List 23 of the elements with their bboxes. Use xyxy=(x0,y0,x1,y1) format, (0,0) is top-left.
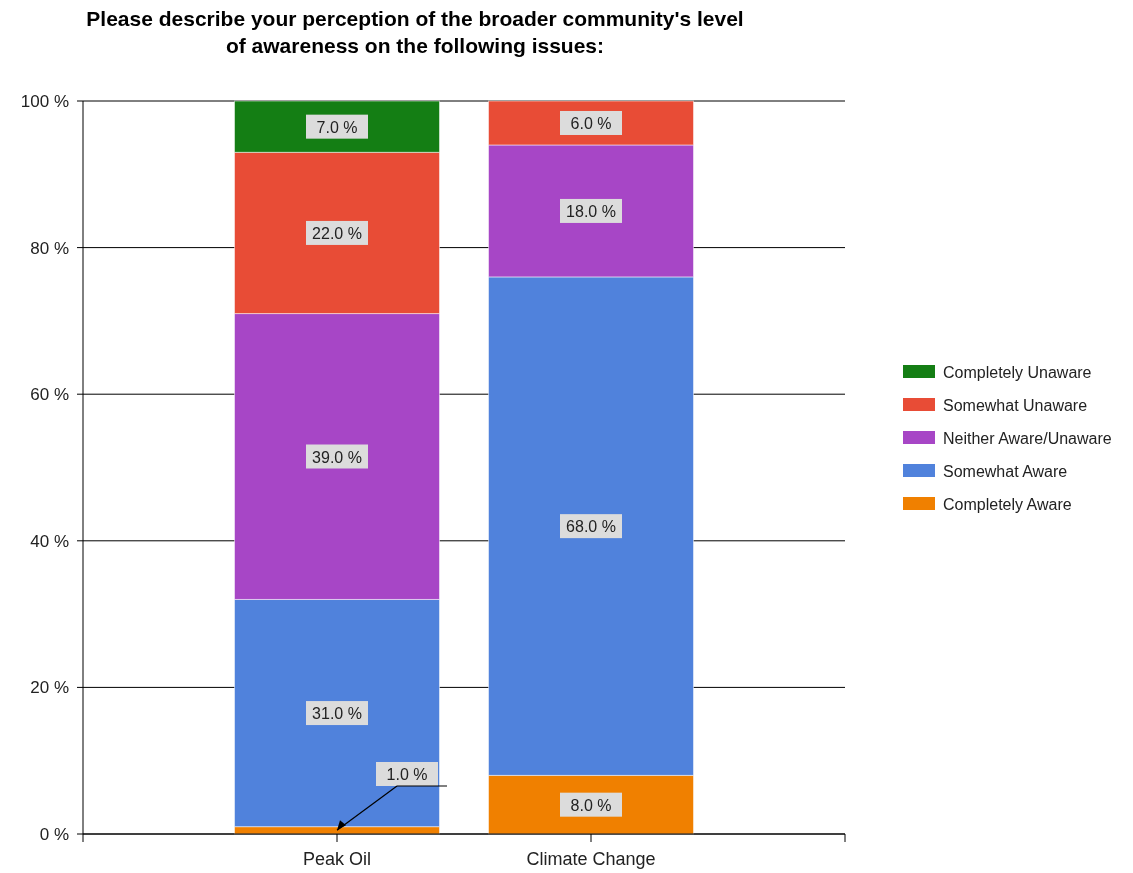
data-label: 18.0 % xyxy=(566,202,616,220)
data-label: 39.0 % xyxy=(312,448,362,466)
data-label: 1.0 % xyxy=(386,766,428,783)
y-tick-label: 60 % xyxy=(30,385,69,405)
y-tick-label: 20 % xyxy=(30,678,69,698)
legend-label: Completely Aware xyxy=(943,496,1072,513)
legend-label: Somewhat Aware xyxy=(943,463,1068,480)
data-label: 31.0 % xyxy=(312,705,362,723)
data-label: 68.0 % xyxy=(566,518,616,536)
data-label: 7.0 % xyxy=(316,118,358,136)
data-label: 22.0 % xyxy=(312,224,362,242)
legend-label: Neither Aware/Unaware xyxy=(943,430,1112,447)
y-tick-label: 80 % xyxy=(30,238,69,258)
legend-label: Somewhat Unaware xyxy=(943,397,1088,414)
chart-title: Please describe your perception of the broader community's level of awareness on the following issues: xyxy=(86,7,744,57)
legend-label: Completely Unaware xyxy=(943,364,1092,381)
x-tick-label: Climate Change xyxy=(526,849,656,869)
data-label: 8.0 % xyxy=(570,796,612,814)
y-tick-label: 100 % xyxy=(20,92,69,111)
x-tick-label: Peak Oil xyxy=(302,849,372,869)
data-label: 6.0 % xyxy=(570,114,612,132)
y-tick-label: 40 % xyxy=(30,531,69,551)
y-tick-label: 0 % xyxy=(39,825,69,844)
